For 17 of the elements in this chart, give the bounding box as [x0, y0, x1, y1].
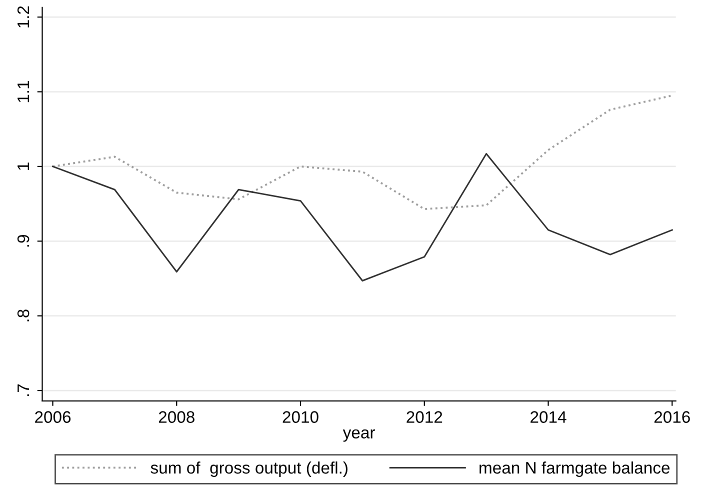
y-tick-label: .9: [17, 234, 30, 247]
legend-label: sum of gross output (defl.): [150, 461, 348, 477]
line-series: [52, 94, 674, 210]
x-tick-label: 2006: [35, 411, 71, 423]
y-tick-label: 1.1: [18, 81, 30, 102]
x-tick-label: 2014: [530, 411, 566, 423]
y-tick-label: 1.2: [17, 6, 30, 28]
line-series: [52, 153, 673, 282]
x-axis-title: year: [342, 429, 375, 442]
legend-label: mean N farmgate balance: [480, 461, 670, 477]
y-tick-label: .8: [17, 310, 30, 322]
y-tick-label: 1: [18, 162, 30, 170]
y-tick-label: .7: [18, 384, 30, 396]
x-tick-label: 2016: [654, 411, 690, 423]
x-tick-label: 2010: [282, 411, 318, 423]
x-tick-label: 2008: [158, 411, 194, 423]
x-tick-label: 2012: [406, 411, 442, 423]
